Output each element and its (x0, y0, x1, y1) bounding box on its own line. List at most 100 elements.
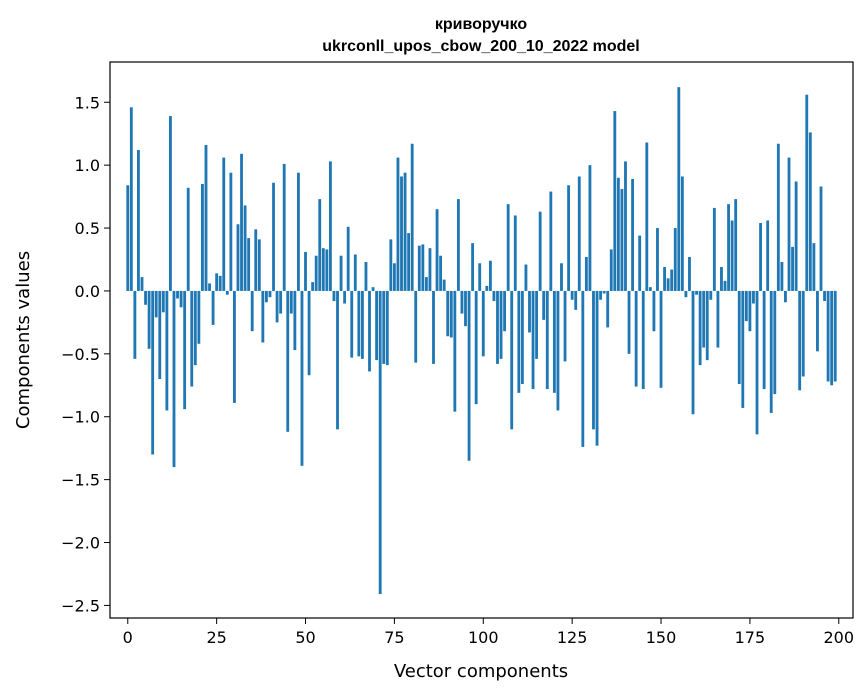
bar-190 (801, 290, 805, 377)
bar-154 (673, 228, 677, 291)
bar-142 (631, 178, 635, 291)
bar-56 (325, 249, 329, 291)
bar-36 (254, 229, 258, 291)
bar-198 (830, 290, 834, 386)
bar-2 (133, 290, 137, 359)
x-tick-label: 25 (206, 628, 226, 647)
y-tick-label: −1.5 (61, 471, 100, 490)
bar-170 (730, 220, 734, 291)
bar-174 (744, 290, 748, 322)
x-tick-label: 75 (384, 628, 404, 647)
y-tick-label: 0.0 (75, 282, 100, 301)
bar-95 (464, 290, 467, 327)
bar-103 (492, 290, 496, 301)
bar-68 (368, 290, 371, 372)
bar-137 (613, 111, 617, 291)
bar-88 (439, 255, 443, 291)
bar-93 (456, 199, 460, 291)
bar-12 (169, 116, 172, 291)
bar-24 (211, 290, 215, 325)
bar-57 (328, 161, 332, 291)
bar-150 (659, 290, 663, 388)
bar-155 (677, 87, 681, 291)
bar-45 (286, 290, 290, 432)
bar-194 (816, 290, 819, 352)
bar-97 (471, 243, 475, 291)
bar-138 (616, 177, 620, 291)
bar-82 (417, 245, 421, 291)
y-tick-label: −0.5 (61, 345, 100, 364)
bar-11 (165, 290, 169, 411)
bar-7 (151, 290, 155, 455)
bar-141 (627, 290, 631, 354)
x-tick-label: 150 (646, 628, 677, 647)
bar-169 (727, 204, 730, 291)
bar-131 (592, 290, 595, 430)
bar-168 (723, 280, 727, 291)
bar-78 (403, 172, 407, 291)
bar-186 (787, 157, 791, 291)
x-tick-label: 175 (735, 628, 766, 647)
bar-72 (382, 290, 386, 364)
bar-42 (275, 290, 279, 323)
chart-subtitle: ukrconll_upos_cbow_200_10_2022 model (322, 38, 639, 55)
bar-69 (371, 287, 375, 291)
bar-145 (641, 290, 645, 390)
bar-124 (567, 185, 571, 291)
x-tick-label: 50 (295, 628, 315, 647)
bar-146 (645, 142, 649, 291)
bar-87 (435, 209, 439, 291)
bar-181 (769, 290, 773, 413)
bar-197 (826, 290, 830, 382)
bar-48 (296, 172, 300, 291)
bar-123 (563, 290, 567, 362)
bar-80 (410, 143, 414, 291)
bar-49 (300, 290, 304, 466)
y-tick-label: −2.5 (61, 596, 100, 615)
bar-10 (161, 290, 165, 313)
bar-34 (247, 238, 251, 291)
bar-23 (208, 283, 211, 291)
x-tick-label: 0 (123, 628, 133, 647)
bar-158 (688, 256, 691, 291)
bar-29 (229, 172, 233, 291)
bar-176 (752, 290, 755, 304)
bar-187 (791, 246, 794, 291)
y-axis-ticks: −2.5 −2.0 −1.5 −1.0 −0.5 0.0 0.5 1.0 1.5 (61, 93, 110, 615)
bar-195 (819, 186, 823, 291)
bar-62 (346, 226, 350, 291)
bar-30 (233, 290, 236, 403)
x-axis-label: Vector components (394, 661, 568, 682)
bar-99 (478, 263, 482, 291)
bar-139 (620, 189, 624, 291)
bar-79 (407, 233, 411, 291)
bar-117 (542, 290, 546, 320)
bar-110 (517, 290, 521, 393)
bar-86 (432, 290, 435, 364)
bar-96 (467, 290, 471, 461)
bar-140 (624, 161, 627, 291)
bar-60 (339, 255, 343, 291)
bar-151 (663, 267, 666, 291)
bar-108 (510, 290, 514, 430)
bar-70 (375, 290, 379, 361)
bar-27 (222, 157, 226, 291)
bar-4 (140, 277, 144, 291)
bar-90 (446, 290, 450, 337)
plot-frame (109, 61, 854, 619)
bar-134 (602, 290, 606, 294)
bar-63 (350, 290, 354, 358)
bar-159 (691, 290, 695, 415)
x-tick-label: 200 (824, 628, 855, 647)
bar-113 (528, 290, 531, 333)
bar-65 (357, 290, 361, 357)
bar-135 (606, 290, 610, 328)
bar-143 (634, 290, 638, 387)
bar-98 (474, 290, 478, 405)
bar-58 (332, 290, 336, 301)
bar-130 (588, 165, 592, 291)
bar-17 (186, 187, 190, 291)
bar-47 (293, 290, 297, 351)
bar-46 (289, 290, 293, 314)
bar-188 (794, 181, 798, 291)
